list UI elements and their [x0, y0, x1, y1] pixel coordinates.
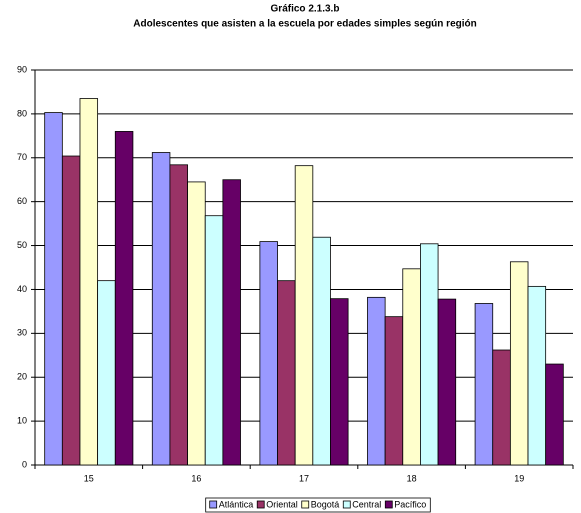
x-tick-label: 18 [407, 473, 417, 483]
bar [545, 363, 564, 466]
bar [312, 236, 331, 466]
x-tick-label: 16 [191, 473, 201, 483]
bar [114, 131, 134, 466]
chart-subtitle: Adolescentes que asisten a la escuela po… [133, 19, 476, 30]
legend-label: Pacífico [394, 499, 426, 509]
bar [420, 243, 439, 466]
bar [79, 98, 99, 466]
bar [44, 112, 63, 466]
bar [437, 298, 457, 466]
bar [204, 215, 224, 466]
bar [402, 268, 421, 466]
y-tick-label: 20 [17, 372, 27, 382]
y-tick-label: 10 [17, 415, 27, 425]
x-tick-label: 17 [299, 473, 309, 483]
y-tick-label: 40 [17, 284, 27, 294]
bar [187, 181, 206, 466]
bar [151, 152, 171, 466]
y-tick-label: 50 [17, 240, 27, 250]
bar [169, 164, 188, 466]
legend-label: Atlántica [219, 499, 254, 509]
chart-title: Gráfico 2.1.3.b [271, 4, 340, 15]
y-tick-label: 0 [22, 459, 27, 469]
legend-swatch [209, 500, 218, 509]
x-tick-label: 15 [84, 473, 94, 483]
legend-swatch [256, 500, 265, 509]
legend-label: Oriental [266, 499, 298, 509]
bar [492, 349, 511, 466]
bar [61, 155, 81, 466]
legend-label: Central [352, 499, 381, 509]
legend-swatch [342, 500, 351, 509]
y-tick-label: 30 [17, 328, 27, 338]
bar [277, 280, 296, 466]
y-tick-label: 60 [17, 196, 27, 206]
y-tick-label: 70 [17, 152, 27, 162]
legend-swatch [301, 500, 310, 509]
bar [384, 316, 404, 466]
bar [259, 241, 278, 466]
legend-label: Bogotá [311, 499, 340, 509]
legend-swatch [384, 500, 393, 509]
bar [97, 280, 116, 466]
x-tick-label: 19 [514, 473, 524, 483]
bar [330, 298, 349, 466]
bar [222, 179, 241, 466]
bar [474, 303, 494, 466]
bar [367, 296, 386, 466]
bar [527, 285, 547, 466]
bar [509, 261, 529, 466]
y-tick-label: 90 [17, 64, 27, 74]
bar [294, 165, 314, 466]
y-tick-label: 80 [17, 108, 27, 118]
